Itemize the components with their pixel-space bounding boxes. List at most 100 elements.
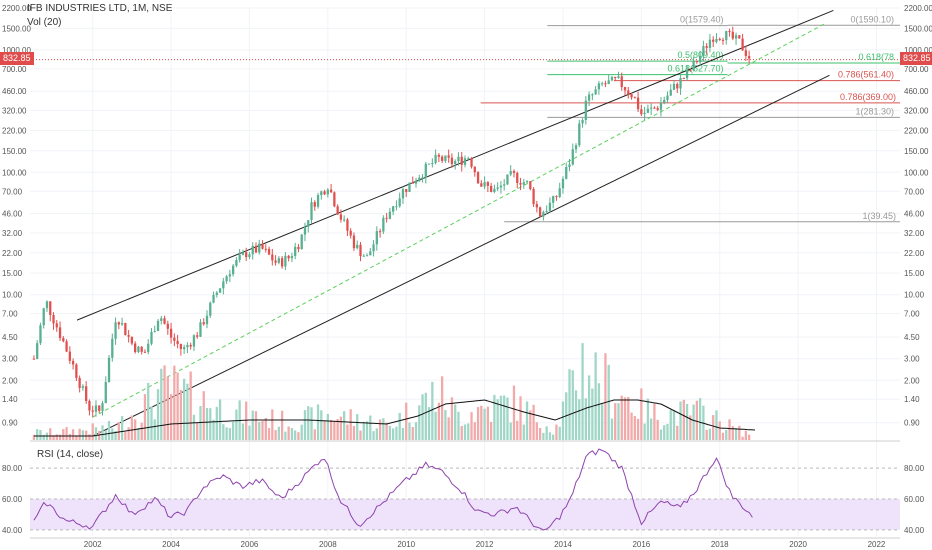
volume-bar	[499, 395, 503, 440]
candle-body	[326, 189, 329, 195]
candle-body	[196, 335, 199, 337]
volume-bar	[163, 365, 166, 440]
candle-body	[215, 292, 218, 295]
y-tick-label-right: 4.50	[904, 333, 920, 342]
volume-bar	[65, 427, 68, 440]
volume-bar	[460, 426, 463, 440]
candle-body	[267, 248, 271, 255]
volume-bar	[525, 401, 529, 440]
candle-body	[718, 38, 721, 40]
volume-bar	[169, 394, 173, 440]
candle-body	[747, 56, 751, 59]
candle-body	[414, 181, 418, 184]
candle-body	[721, 39, 725, 41]
fib-level-label: 0.618(627.70)	[668, 64, 724, 74]
candle-body	[535, 204, 538, 208]
volume-bar	[111, 428, 114, 440]
candle-body	[343, 219, 346, 221]
volume-bar	[679, 401, 682, 440]
candle-body	[235, 260, 238, 266]
volume-bar	[734, 428, 738, 440]
y-tick-label-right: 320.00	[904, 106, 929, 115]
candle-body	[561, 178, 565, 189]
volume-bar	[715, 410, 718, 440]
volume-bar	[738, 425, 741, 440]
volume-bar	[414, 422, 418, 440]
candle-body	[375, 231, 378, 245]
candle-body	[310, 202, 313, 221]
y-tick-label-right: 2200.00	[904, 4, 932, 13]
candle-body	[555, 196, 558, 198]
candle-body	[186, 344, 189, 348]
rsi-label: RSI (14, close)	[37, 449, 104, 460]
volume-bar	[372, 431, 375, 440]
volume-bar	[147, 382, 150, 440]
candle-body	[666, 95, 669, 100]
volume-bar	[323, 420, 326, 440]
candle-body	[450, 157, 454, 165]
volume-bar	[450, 397, 454, 440]
y-tick-label-left: 1000.00	[2, 46, 31, 55]
candle-body	[663, 99, 666, 103]
volume-bar	[231, 421, 235, 440]
volume-bar	[627, 397, 630, 440]
candle-body	[107, 357, 111, 383]
volume-bar	[179, 389, 183, 440]
candle-body	[692, 60, 695, 71]
y-tick-label-left: 220.00	[2, 126, 27, 135]
volume-bar	[594, 352, 597, 440]
candle-body	[578, 123, 581, 146]
y-tick-label-left: 1.40	[2, 395, 18, 404]
candle-body	[542, 212, 545, 217]
volume-bar	[176, 372, 179, 440]
volume-bar	[640, 388, 643, 440]
rsi-pane	[30, 448, 900, 531]
candle-body	[323, 191, 326, 195]
volume-bar	[676, 425, 679, 440]
candle-body	[58, 327, 62, 339]
candle-body	[52, 314, 55, 324]
candle-body	[506, 174, 509, 185]
candle-body	[120, 322, 124, 325]
volume-bar	[457, 411, 460, 440]
volume-bar	[287, 426, 290, 440]
candle-body	[659, 102, 663, 110]
volume-bar	[114, 431, 117, 440]
y-tick-label-left: 15.00	[2, 269, 23, 278]
volume-bar	[503, 395, 506, 440]
volume-bar	[160, 368, 163, 440]
volume-bar	[94, 427, 98, 440]
volume-bar	[486, 406, 490, 440]
volume-bar	[107, 421, 111, 440]
volume-bar	[529, 410, 532, 440]
candle-body	[85, 386, 88, 401]
y-tick-label-left: 32.00	[2, 229, 23, 238]
candle-body	[287, 255, 290, 259]
candle-body	[277, 258, 280, 263]
y-tick-label-left: 4.50	[2, 333, 18, 342]
volume-bar	[516, 420, 519, 440]
y-tick-label-right: 10.00	[904, 291, 925, 300]
fib-level-label: 0(1579.40)	[680, 15, 724, 25]
volume-bar	[650, 418, 653, 440]
volume-bar	[52, 435, 55, 440]
y-tick-label-left: 150.00	[2, 147, 27, 156]
volume-bar	[166, 376, 169, 440]
volume-bar	[548, 432, 552, 440]
candle-body	[607, 80, 610, 84]
candle-body	[209, 302, 212, 316]
volume-bar	[326, 414, 329, 440]
y-tick-label-right: 1.40	[904, 395, 920, 404]
y-tick-label-right: 2.00	[904, 376, 920, 385]
volume-bar	[538, 427, 542, 440]
y-tick-label-right: 3.00	[904, 355, 920, 364]
candle-body	[49, 301, 52, 315]
volume-bar	[614, 403, 617, 440]
candle-body	[424, 163, 427, 178]
candle-body	[212, 294, 215, 303]
volume-bar	[444, 410, 447, 440]
candle-body	[728, 31, 731, 33]
y-tick-label-right: 220.00	[904, 126, 929, 135]
candle-body	[447, 155, 450, 158]
